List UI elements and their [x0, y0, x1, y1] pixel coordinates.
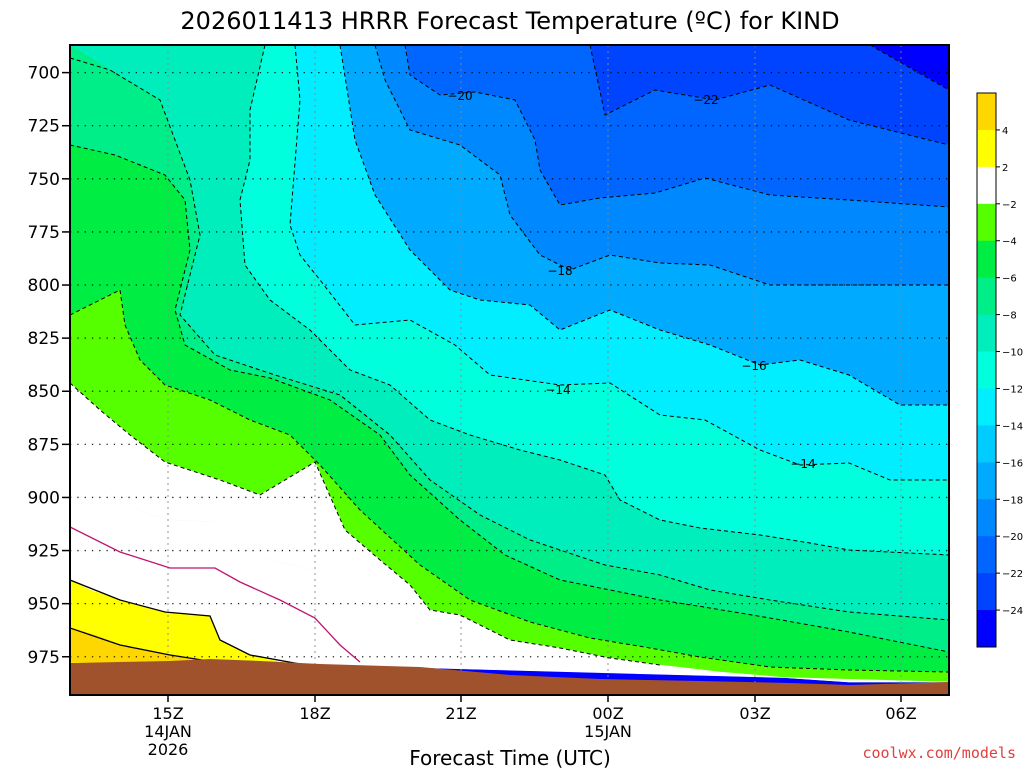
colorbar-label: −24 [1002, 606, 1023, 617]
colorbar-swatch [977, 203, 996, 242]
colorbar-label: −10 [1002, 348, 1023, 359]
y-tick-label: 725 [28, 117, 60, 137]
colorbar-label: −8 [1002, 311, 1017, 322]
contour-label: −18 [547, 264, 572, 278]
colorbar-label: −16 [1002, 458, 1023, 469]
contour-line-0 [589, 45, 949, 146]
colorbar-swatch [977, 277, 996, 316]
y-tick-label: 825 [28, 329, 60, 349]
y-tick-label: 950 [28, 595, 60, 615]
x-tick-label: 00Z [592, 704, 623, 723]
contour-line-3 [374, 45, 949, 286]
contour-line-5 [289, 45, 949, 481]
colorbar-swatch [977, 536, 996, 574]
colorbar-swatch [977, 166, 996, 205]
y-tick-label: 700 [28, 64, 60, 84]
colorbar-swatch [977, 93, 996, 131]
colorbar-swatch [977, 129, 996, 168]
contour-line-11 [70, 526, 361, 663]
contour-line-10 [70, 382, 661, 666]
colorbar-label: −12 [1002, 384, 1023, 395]
colorbar-swatch [977, 610, 996, 648]
colorbar: 4 2 −2 −4 −6 −8 −10 −12 −14 −16 −18 −20 −22 −24 [976, 92, 1023, 648]
y-tick-label: 975 [28, 648, 60, 668]
x-tick-label: 21Z [445, 704, 476, 723]
colorbar-swatch [977, 499, 996, 537]
y-tick-label: 800 [28, 276, 60, 296]
colorbar-label: −18 [1002, 495, 1023, 506]
colorbar-label: −4 [1002, 237, 1017, 248]
temperature-bands [70, 45, 949, 683]
plot-frame [69, 44, 950, 696]
contour-line-7 [70, 57, 949, 621]
colorbar-label: −14 [1002, 421, 1023, 432]
band-11 [70, 382, 949, 683]
contour-label: −14 [790, 457, 815, 471]
contour-line-12 [70, 579, 301, 665]
y-tick-label: 750 [28, 170, 60, 190]
y-tick-label: 900 [28, 488, 60, 508]
contour-label: −14 [545, 383, 570, 397]
x-tick-label: 15Z [152, 704, 183, 723]
y-tick-label: 775 [28, 223, 60, 243]
colorbar-swatch [977, 240, 996, 279]
contour-label: −22 [693, 93, 718, 107]
contour-line-8 [70, 144, 949, 653]
colorbar-label: 2 [1002, 163, 1008, 174]
contour-line-9 [70, 289, 949, 673]
plot-area: −20 −22 −18 −16 −14 −14 [70, 45, 949, 695]
x-axis-label: Forecast Time (UTC) [409, 746, 611, 768]
contour-line-6 [239, 45, 949, 556]
contour-label: −16 [741, 359, 766, 373]
y-tick-label: 850 [28, 382, 60, 402]
colorbar-swatch [977, 573, 996, 611]
credit-text[interactable]: coolwx.com/models [862, 744, 1016, 762]
contour-line-2 [404, 45, 949, 208]
x-tick-sublabel: 15JAN [584, 722, 632, 741]
contour-line-13 [70, 627, 216, 663]
colorbar-label: −6 [1002, 274, 1017, 285]
colorbar-label: −2 [1002, 200, 1017, 211]
x-tick-sublabel: 14JAN [144, 722, 192, 741]
ground-surface [70, 659, 949, 695]
colorbar-swatch [977, 351, 996, 389]
x-tick-label: 18Z [299, 704, 330, 723]
chart-title: 2026011413 HRRR Forecast Temperature (ºC… [180, 7, 839, 35]
colorbar-label: −20 [1002, 532, 1023, 543]
y-tick-label: 875 [28, 435, 60, 455]
x-tick-label: 03Z [739, 704, 770, 723]
grid-lines [70, 45, 949, 695]
colorbar-label: 4 [1002, 126, 1008, 137]
x-tick-label: 06Z [885, 704, 916, 723]
y-tick-label: 925 [28, 542, 60, 562]
colorbar-swatch [977, 425, 996, 463]
y-axis: 700 725 750 775 800 825 850 875 900 925 950 975 [28, 64, 70, 668]
colorbar-swatch [977, 314, 996, 353]
colorbar-swatch [977, 388, 996, 426]
contour-labels: −20 −22 −18 −16 −14 −14 [447, 89, 815, 471]
x-tick-sublabel: 2026 [148, 740, 189, 759]
contour-lines [70, 45, 949, 673]
colorbar-label: −22 [1002, 569, 1023, 580]
colorbar-swatch [977, 462, 996, 500]
contour-label: −20 [447, 89, 472, 103]
